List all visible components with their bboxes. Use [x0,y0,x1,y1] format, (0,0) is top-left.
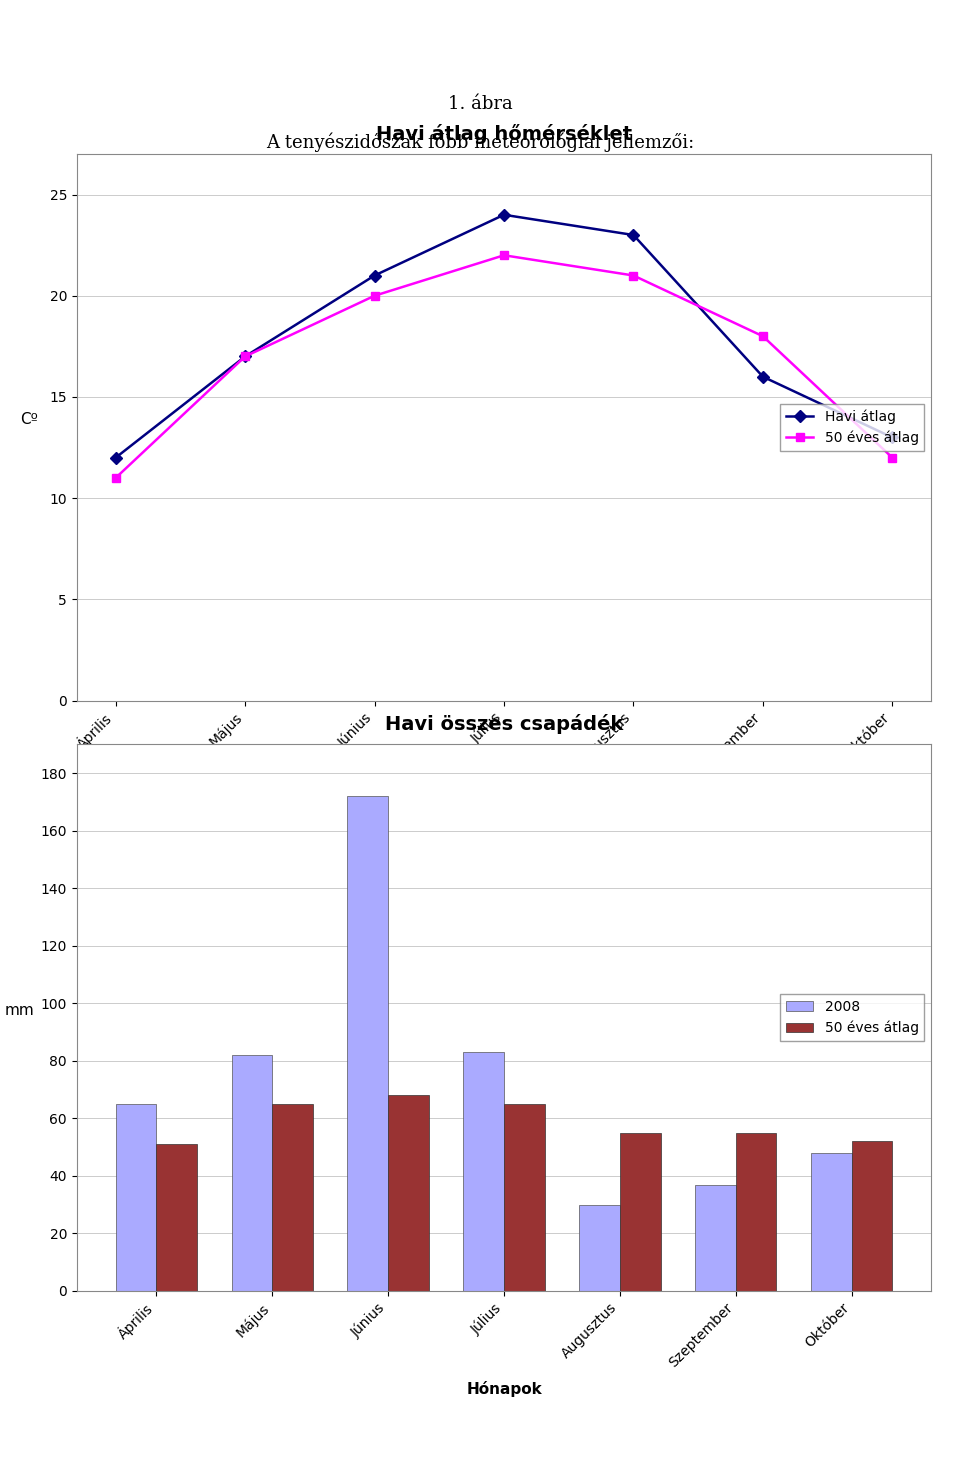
Bar [348,797,388,1291]
50 éves átlag [887,449,899,467]
Bar [811,1153,852,1291]
Bar [231,1055,272,1291]
Text: 1. ábra: 1. ábra [447,95,513,113]
Bar [736,1133,777,1291]
Bar [579,1204,620,1291]
X-axis label: Hónapok: Hónapok [467,1380,541,1397]
Havi átlag [109,449,121,467]
Havi átlag [887,428,899,446]
50 éves átlag [369,288,380,305]
Bar [115,1105,156,1291]
Bar [504,1105,544,1291]
Y-axis label: Cº: Cº [20,412,37,427]
Legend: 2008, 50 éves átlag: 2008, 50 éves átlag [780,995,924,1042]
Havi átlag [239,348,251,365]
50 éves átlag [498,246,510,264]
Bar [388,1096,429,1291]
Havi átlag [757,368,769,386]
50 éves átlag [239,348,251,365]
Bar [695,1184,736,1291]
Title: Havi összes csapádék: Havi összes csapádék [385,714,623,735]
Legend: Havi átlag, 50 éves átlag: Havi átlag, 50 éves átlag [780,403,924,450]
Havi átlag [369,267,380,285]
Bar [272,1105,313,1291]
X-axis label: Hónapok: Hónapok [467,791,541,807]
Y-axis label: mm: mm [5,1002,35,1018]
50 éves átlag [757,327,769,345]
Bar [620,1133,660,1291]
Text: A tenyészidőszak főbb meteorológiai jellemzői:: A tenyészidőszak főbb meteorológiai jell… [266,132,694,151]
50 éves átlag [628,267,639,285]
50 éves átlag [109,469,121,487]
Line: Havi átlag: Havi átlag [111,211,897,462]
Havi átlag [628,226,639,244]
Line: 50 éves átlag: 50 éves átlag [111,251,897,483]
Bar [464,1052,504,1291]
Bar [852,1141,893,1291]
Title: Havi átlag hőmérséklet: Havi átlag hőmérséklet [376,125,632,144]
Bar [156,1144,197,1291]
Havi átlag [498,205,510,223]
